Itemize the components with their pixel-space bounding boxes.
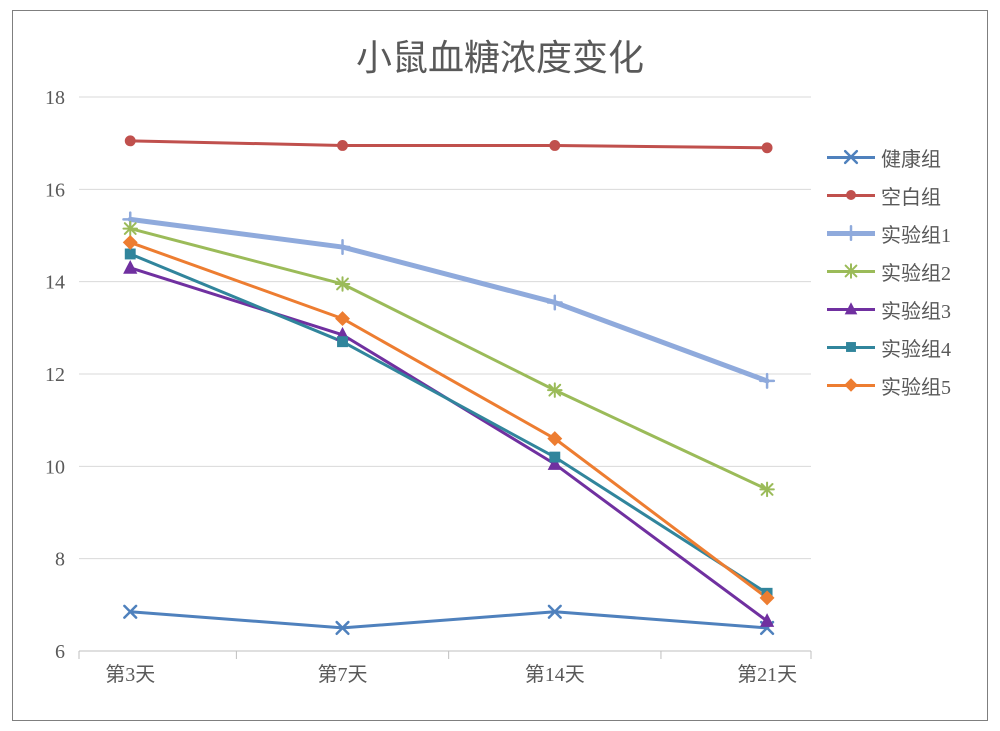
x-tick-label: 第14天 bbox=[525, 663, 585, 686]
series-5 bbox=[130, 254, 767, 593]
series-6 bbox=[130, 242, 767, 597]
legend-item: 实验组1 bbox=[827, 223, 997, 243]
y-tick-label: 18 bbox=[45, 87, 65, 109]
series-1 bbox=[130, 141, 767, 148]
y-tick-label: 6 bbox=[55, 641, 65, 663]
legend-swatch bbox=[827, 223, 875, 243]
legend-label: 实验组1 bbox=[881, 219, 951, 248]
legend-item: 实验组4 bbox=[827, 337, 997, 357]
legend-label: 空白组 bbox=[881, 181, 941, 210]
legend-item: 实验组3 bbox=[827, 299, 997, 319]
legend-swatch bbox=[827, 147, 875, 167]
x-tick-label: 第3天 bbox=[105, 663, 155, 686]
legend-label: 实验组5 bbox=[881, 371, 951, 400]
chart-body: 6 8 10 12 14 16 18 第3天 第7天 第14天 第21天 健康组空白组实验组1 实验组… bbox=[13, 87, 987, 720]
series-markers-2 bbox=[123, 213, 773, 388]
legend-swatch bbox=[827, 185, 875, 205]
chart-title: 小鼠血糖浓度变化 bbox=[13, 11, 987, 87]
series-3 bbox=[130, 229, 767, 490]
legend-swatch bbox=[827, 375, 875, 395]
legend-swatch bbox=[827, 299, 875, 319]
legend-swatch bbox=[827, 337, 875, 357]
line-chart-svg: 6 8 10 12 14 16 18 第3天 第7天 第14天 第21天 bbox=[21, 87, 821, 697]
y-tick-label: 14 bbox=[45, 272, 65, 294]
x-tick-label: 第7天 bbox=[318, 663, 368, 686]
legend-label: 实验组3 bbox=[881, 295, 951, 324]
chart-card: 小鼠血糖浓度变化 6 8 10 12 14 16 18 第3天 第7天 第14天 第21天 健康组空… bbox=[12, 10, 988, 721]
star-icon bbox=[827, 261, 875, 281]
legend-swatch bbox=[827, 261, 875, 281]
legend: 健康组空白组实验组1 实验组2 实验组3 实验组4 实验组5 bbox=[821, 87, 997, 712]
legend-label: 实验组4 bbox=[881, 333, 951, 362]
legend-item: 实验组5 bbox=[827, 375, 997, 395]
diamond-icon bbox=[827, 375, 875, 395]
y-tick-label: 8 bbox=[55, 549, 65, 571]
y-tick-label: 12 bbox=[45, 364, 65, 386]
series-markers-5 bbox=[125, 249, 772, 598]
y-tick-label: 16 bbox=[45, 179, 65, 201]
triangle-icon bbox=[827, 299, 875, 319]
series-markers-4 bbox=[124, 261, 773, 626]
legend-item: 健康组 bbox=[827, 147, 997, 167]
x-tick-label: 第21天 bbox=[737, 663, 797, 686]
legend-label: 实验组2 bbox=[881, 257, 951, 286]
series-2 bbox=[130, 219, 767, 381]
series-0 bbox=[130, 612, 767, 628]
plot-area: 6 8 10 12 14 16 18 第3天 第7天 第14天 第21天 bbox=[21, 87, 821, 712]
plus-icon bbox=[827, 223, 875, 243]
square-icon bbox=[827, 337, 875, 357]
legend-item: 实验组2 bbox=[827, 261, 997, 281]
circle-icon bbox=[827, 185, 875, 205]
chart-frame: 小鼠血糖浓度变化 6 8 10 12 14 16 18 第3天 第7天 第14天 第21天 健康组空… bbox=[0, 0, 1000, 731]
y-tick-label: 10 bbox=[45, 456, 65, 478]
legend-item: 空白组 bbox=[827, 185, 997, 205]
legend-label: 健康组 bbox=[881, 143, 941, 172]
series-markers-3 bbox=[123, 222, 773, 496]
x-icon bbox=[827, 147, 875, 167]
